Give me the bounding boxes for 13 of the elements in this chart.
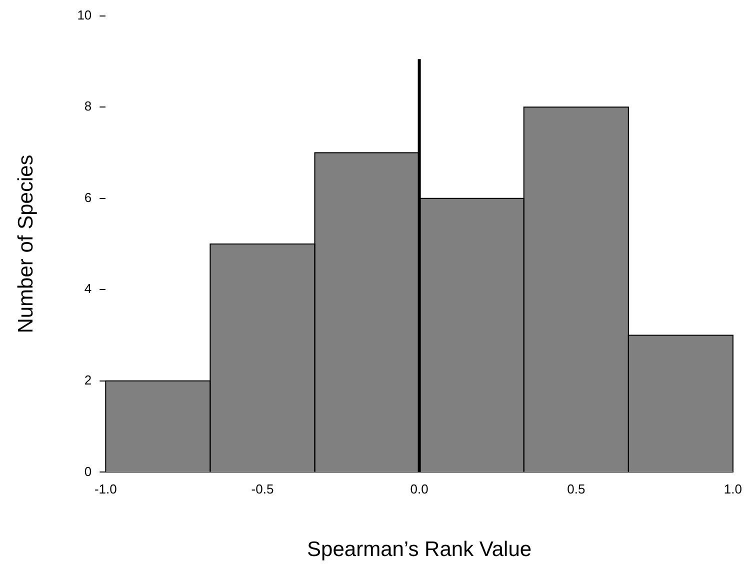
y-tick-label: 4 xyxy=(84,281,92,296)
x-tick-label: 0.0 xyxy=(410,482,428,497)
y-tick-label: 6 xyxy=(84,190,92,205)
y-tick-label: 0 xyxy=(84,464,92,479)
y-tick-label: 2 xyxy=(84,372,92,388)
y-tick-label: 10 xyxy=(77,7,92,22)
x-tick-label: 1.0 xyxy=(724,482,742,497)
x-tick-label: 0.5 xyxy=(567,482,586,497)
x-tick-label: -1.0 xyxy=(94,482,117,497)
y-tick-label: 8 xyxy=(84,98,92,114)
x-axis-title: Spearman’s Rank Value xyxy=(307,538,532,562)
x-tick-label: -0.5 xyxy=(251,482,274,497)
y-axis-title: Number of Species xyxy=(14,154,38,334)
